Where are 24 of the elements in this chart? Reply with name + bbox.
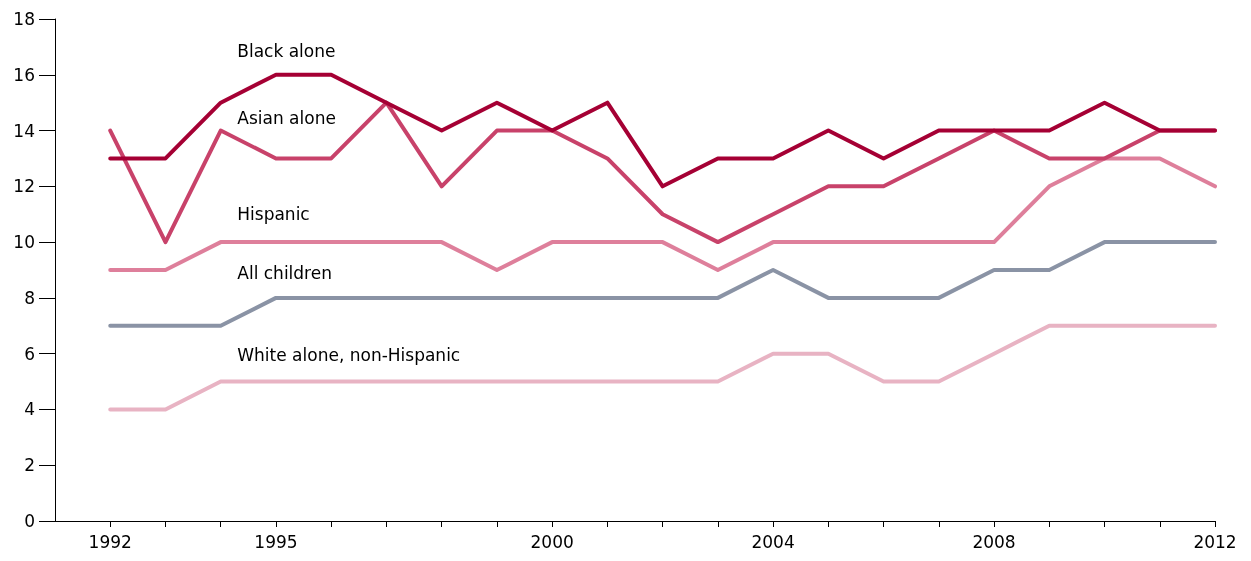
series-label: Asian alone	[237, 107, 336, 128]
x-tick-label: 2008	[972, 531, 1016, 552]
y-tick-label: 4	[24, 399, 35, 420]
x-tick-label: 2012	[1193, 531, 1237, 552]
x-tick-label: 2000	[530, 531, 574, 552]
y-tick-label: 8	[24, 287, 35, 308]
y-tick-label: 10	[13, 232, 35, 253]
y-tick-label: 2	[24, 455, 35, 476]
y-tick-label: 0	[24, 511, 35, 531]
series-label: All children	[237, 262, 332, 283]
y-tick-label: 14	[13, 120, 35, 141]
y-tick-label: 12	[13, 176, 35, 197]
series-label: Hispanic	[237, 204, 310, 225]
series-label: Black alone	[237, 40, 336, 61]
x-tick-label: 1992	[88, 531, 132, 552]
line-series	[108, 72, 1217, 189]
series-label: White alone, non-Hispanic	[237, 344, 461, 365]
y-tick-label: 18	[13, 9, 35, 29]
x-tick-label: 2004	[751, 531, 795, 552]
y-tick-label: 6	[24, 343, 35, 364]
line-series	[108, 240, 1217, 328]
x-tick-label: 1995	[254, 531, 298, 552]
y-tick-label: 16	[13, 64, 35, 85]
line-series	[108, 323, 1217, 412]
